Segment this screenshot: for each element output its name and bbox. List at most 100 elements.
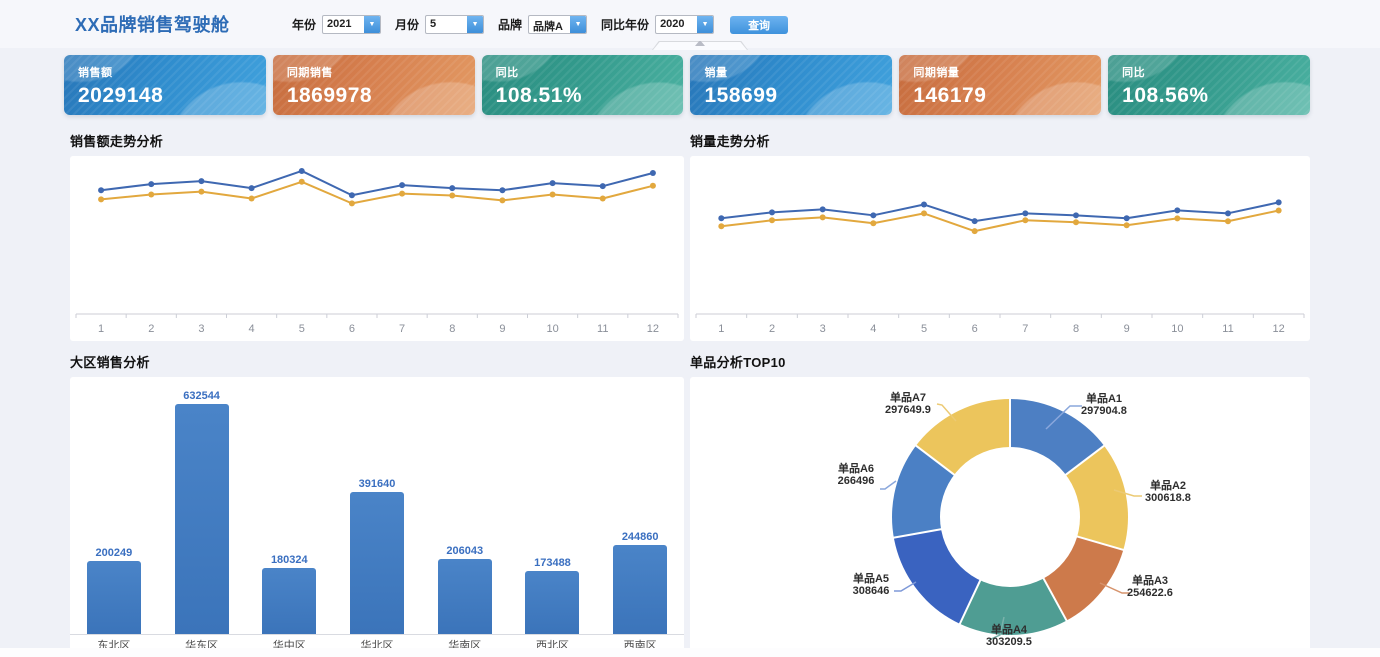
pie-label-name: 单品A1 <box>1085 393 1123 405</box>
filter-select[interactable]: 2020 ▼ <box>655 15 715 34</box>
bar-column: 206043 <box>421 545 509 634</box>
sales-trend-title: 销售额走势分析 <box>70 134 164 149</box>
filter-group: 同比年份 2020 ▼ <box>601 15 715 34</box>
filter-select-value: 品牌A <box>533 21 563 33</box>
x-axis-label: 8 <box>449 323 455 335</box>
bar-value-label: 200249 <box>95 547 133 559</box>
pie-label-name: 单品A7 <box>889 392 927 404</box>
top10-section: 单品分析TOP10 单品A1 297904.8 单品A2 300618.8 <box>690 352 1310 655</box>
x-axis-label: 7 <box>1022 323 1028 335</box>
data-point <box>1123 222 1130 229</box>
data-point <box>449 185 456 192</box>
filter-select[interactable]: 2021 ▼ <box>322 15 382 34</box>
data-point <box>1225 218 1231 225</box>
kpi-card-value: 108.51% <box>495 84 583 107</box>
data-point <box>549 191 556 198</box>
data-point <box>248 185 255 192</box>
bar-value-label: 173488 <box>534 557 571 569</box>
data-point <box>1275 207 1282 214</box>
top10-title: 单品分析TOP10 <box>690 355 786 370</box>
data-point <box>921 201 927 208</box>
filter-select-value: 2021 <box>327 18 352 30</box>
data-point <box>348 192 355 199</box>
volume-trend-line-chart: 1 2 3 4 5 6 7 8 9 10 11 12 <box>695 199 1305 335</box>
sales-trend-section: 销售额走势分析 1 2 3 4 5 6 7 8 9 10 11 12 <box>70 131 684 341</box>
chevron-down-icon[interactable]: ▼ <box>467 16 484 33</box>
header-bar: XX品牌销售驾驶舱 年份 2021 ▼ 月份 5 ▼ 品牌 品牌A ▼ 同比年份 2020 ▼ 查询 <box>0 0 1380 50</box>
data-point <box>1275 199 1282 206</box>
data-point <box>399 182 406 189</box>
trend-line-series-blue <box>100 169 654 197</box>
data-point <box>870 220 877 227</box>
bar <box>86 561 141 634</box>
kpi-card-label: 同期销量 <box>913 67 960 79</box>
chevron-down-icon[interactable]: ▼ <box>364 16 381 33</box>
bar-column: 173488 <box>509 557 597 634</box>
filter-select[interactable]: 品牌A ▼ <box>528 15 588 34</box>
pie-label-value: 300618.8 <box>1145 492 1191 504</box>
data-point <box>971 218 978 225</box>
data-point <box>499 187 506 194</box>
kpi-card-同比: 同比 108.56% <box>1108 55 1310 115</box>
data-point <box>649 182 656 189</box>
x-axis-label: 8 <box>1073 323 1079 335</box>
kpi-card-value: 108.56% <box>1122 84 1209 107</box>
trend-line-series-yellow <box>721 209 1279 233</box>
pie-label-a3: 单品A3 254622.6 <box>1108 575 1192 599</box>
pie-label-value: 297904.8 <box>1081 405 1127 417</box>
kpi-card-value: 1869978 <box>286 84 373 107</box>
bar-value-label: 206043 <box>446 545 484 557</box>
x-axis-label: 3 <box>198 323 204 335</box>
data-point <box>599 183 606 190</box>
kpi-card-label: 同期销售 <box>286 67 333 79</box>
data-point <box>769 209 775 216</box>
bar-column: 632544 <box>158 390 246 634</box>
data-point <box>819 206 826 213</box>
data-point <box>1174 207 1181 214</box>
pie-label-value: 303209.5 <box>986 636 1032 648</box>
data-point <box>819 214 826 221</box>
pie-label-name: 单品A4 <box>990 624 1028 636</box>
pie-label-name: 单品A3 <box>1131 575 1169 587</box>
collapse-handle[interactable] <box>652 41 748 50</box>
x-axis-label: 6 <box>972 323 978 335</box>
filter-select[interactable]: 5 ▼ <box>425 15 485 34</box>
x-axis-label: 5 <box>921 323 927 335</box>
volume-trend-section: 销量走势分析 1 2 3 4 5 6 7 8 9 10 11 12 <box>690 131 1310 341</box>
chevron-up-icon <box>695 41 705 46</box>
query-button[interactable]: 查询 <box>730 15 789 34</box>
page-title: XX品牌销售驾驶舱 <box>75 15 230 35</box>
data-point <box>248 195 255 202</box>
x-axis-label: 1 <box>718 323 724 335</box>
filter-label: 同比年份 <box>601 18 650 32</box>
bar-value-label: 244860 <box>621 531 659 543</box>
bar <box>262 568 317 634</box>
data-point <box>1174 215 1181 222</box>
data-point <box>348 200 355 207</box>
data-point <box>148 191 155 198</box>
trend-line-series-yellow <box>100 180 654 205</box>
data-point <box>549 180 556 187</box>
kpi-card-同比: 同比 108.51% <box>481 55 684 115</box>
bar-value-label: 180324 <box>270 554 308 566</box>
kpi-card-label: 同比 <box>1122 67 1146 79</box>
region-sales-title: 大区销售分析 <box>70 355 150 370</box>
chevron-down-icon[interactable]: ▼ <box>570 16 587 33</box>
filter-label: 年份 <box>292 18 317 32</box>
x-axis-label: 9 <box>1124 323 1130 335</box>
pie-label-value: 266496 <box>837 475 875 487</box>
bar-value-label: 632544 <box>183 390 220 402</box>
kpi-card-label: 销售额 <box>78 67 113 79</box>
kpi-card-label: 同比 <box>495 67 519 79</box>
kpi-card-value: 2029148 <box>78 84 164 107</box>
donut-hole <box>940 447 1080 587</box>
filter-group: 品牌 品牌A ▼ <box>498 15 588 34</box>
data-point <box>399 190 406 197</box>
footer-strip <box>0 648 1380 657</box>
x-axis-label: 7 <box>399 323 405 335</box>
sales-trend-panel: 1 2 3 4 5 6 7 8 9 10 11 12 <box>70 156 684 341</box>
bar-column: 180324 <box>245 554 333 634</box>
chevron-down-icon[interactable]: ▼ <box>697 16 714 33</box>
data-point <box>499 197 506 204</box>
